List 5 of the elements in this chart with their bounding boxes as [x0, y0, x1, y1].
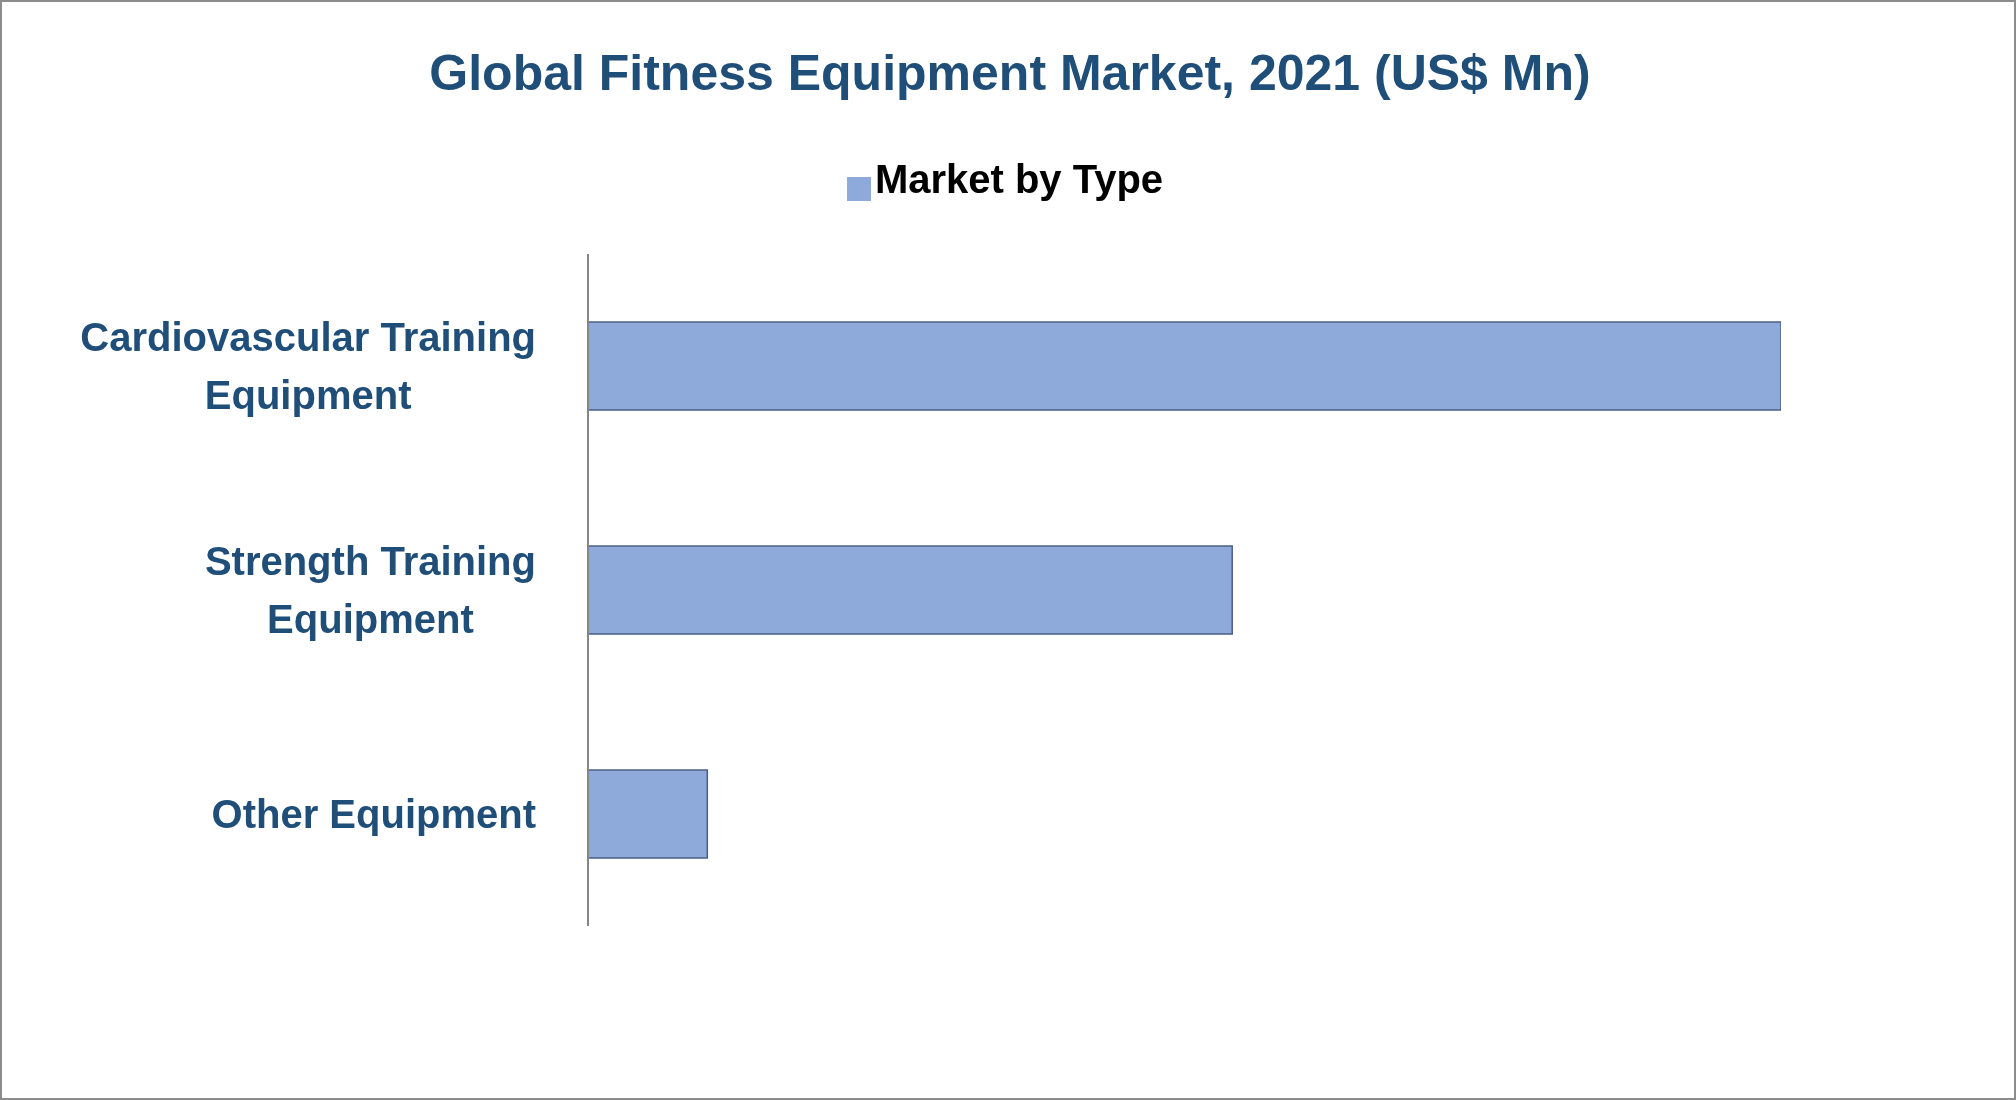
legend-label: Market by Type [874, 157, 1164, 201]
y-tick-label: Other Equipment [211, 792, 536, 836]
y-tick-label: Strength Training Equipment [204, 539, 537, 641]
y-tick-label: Cardiovascular Training Equipment [80, 315, 536, 417]
chart-title: Global Fitness Equipment Market, 2021 (US$ Mn) [428, 44, 1592, 102]
